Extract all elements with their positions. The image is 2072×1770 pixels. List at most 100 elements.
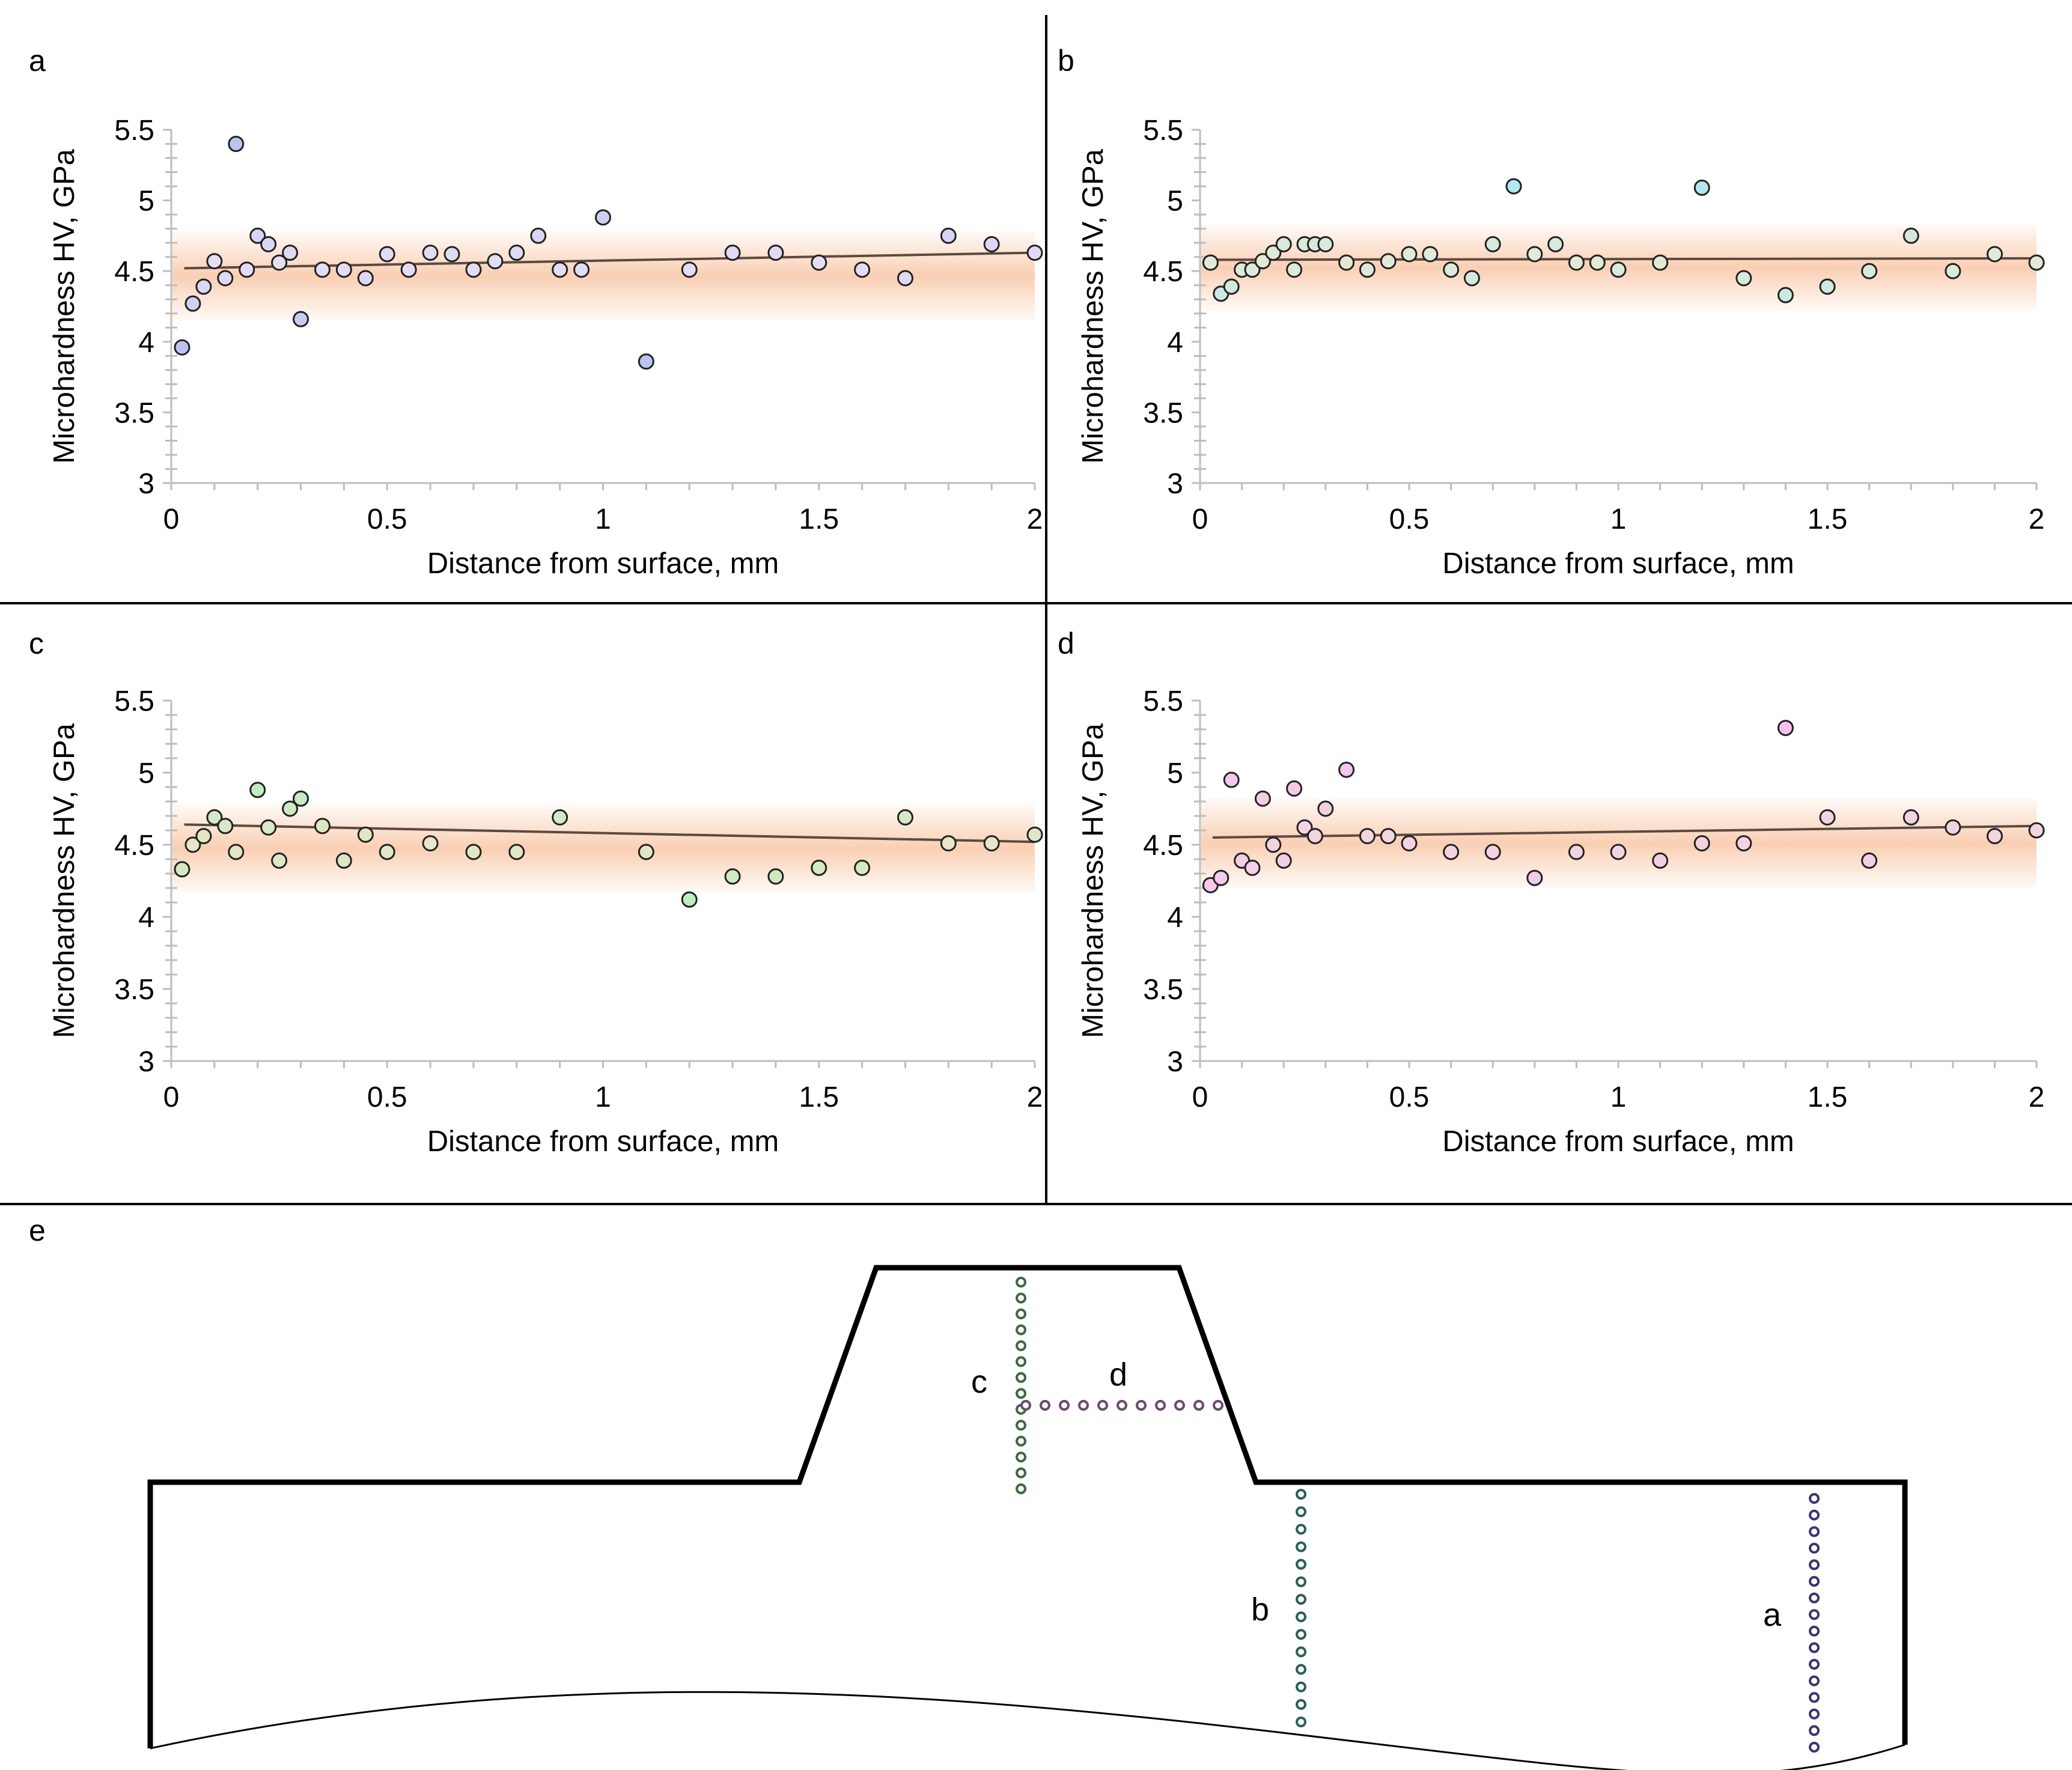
indent-dot	[1193, 1400, 1204, 1411]
data-point	[767, 868, 784, 885]
data-point	[1359, 828, 1376, 845]
data-point	[487, 253, 504, 270]
data-point	[1338, 761, 1355, 778]
indent-dot	[1016, 1372, 1026, 1383]
data-point	[228, 844, 245, 860]
data-point	[854, 859, 871, 876]
indent-dot	[1016, 1340, 1026, 1351]
indent-line-a	[1809, 1493, 1820, 1753]
data-point	[724, 245, 741, 261]
data-point	[379, 246, 395, 263]
data-point	[638, 844, 654, 860]
data-point	[681, 891, 698, 908]
data-point	[379, 844, 395, 860]
y-tick-label: 3	[1167, 1046, 1183, 1078]
indent-dot	[1296, 1646, 1306, 1658]
indent-dot	[1809, 1542, 1820, 1554]
x-tick-label: 1	[595, 503, 611, 535]
data-point	[1610, 844, 1627, 860]
x-tick-label: 1	[1610, 503, 1627, 535]
x-tick-label: 2	[1027, 1081, 1043, 1113]
data-point	[1296, 819, 1313, 836]
data-point	[1526, 869, 1543, 886]
data-point	[573, 261, 590, 278]
indent-dot	[1296, 1699, 1306, 1710]
data-point	[940, 227, 957, 244]
indent-dot	[1296, 1576, 1306, 1587]
x-tick-label: 0	[163, 1081, 180, 1113]
indent-label-c: c	[971, 1364, 987, 1400]
data-point	[1861, 852, 1878, 869]
x-tick-label: 0.5	[1389, 503, 1430, 535]
data-point	[1338, 254, 1355, 271]
x-tick-label: 0.5	[1389, 1081, 1430, 1113]
indent-dot	[1809, 1742, 1820, 1753]
x-tick-label: 2	[2029, 503, 2045, 535]
chart-panel-d: 3 3.5 4 4.5 5 5.5 0 0.5 1 1.5 2 Distance from surfa…	[1077, 686, 2045, 1158]
indent-dot	[1809, 1659, 1820, 1670]
data-point	[811, 254, 827, 271]
data-point	[293, 311, 309, 327]
data-point	[1275, 236, 1292, 253]
indent-dot	[1296, 1664, 1306, 1675]
data-point	[293, 790, 309, 807]
x-tick-label: 0	[1192, 503, 1208, 535]
y-tick-label: 3	[138, 1046, 154, 1078]
data-point	[1610, 261, 1627, 278]
y-tick-label: 3	[138, 468, 154, 500]
y-tick-label: 4	[138, 902, 154, 934]
x-tick-label: 0.5	[367, 503, 407, 535]
y-tick-label: 5	[138, 758, 154, 789]
data-point	[1244, 859, 1261, 876]
y-tick-label: 4.5	[114, 256, 154, 288]
specimen-outline	[147, 1265, 1908, 1748]
data-point	[1652, 852, 1669, 869]
indent-dot	[1016, 1388, 1026, 1399]
data-point	[1861, 263, 1878, 279]
y-tick-label: 5	[1167, 758, 1183, 789]
data-point	[1547, 236, 1564, 253]
indent-label-d: d	[1109, 1357, 1127, 1393]
data-point	[1568, 844, 1585, 860]
data-point	[1317, 236, 1334, 253]
y-tick-label: 5.5	[114, 115, 154, 147]
x-tick-label: 0	[1192, 1081, 1208, 1113]
indent-dot	[1059, 1400, 1070, 1411]
data-point	[1254, 790, 1271, 807]
indent-dot	[1296, 1611, 1306, 1623]
data-point	[465, 844, 482, 860]
indent-label-b: b	[1251, 1592, 1269, 1628]
indent-dot	[1016, 1308, 1026, 1319]
data-point	[1443, 844, 1460, 860]
data-point	[1401, 246, 1418, 263]
confidence-band	[172, 804, 1035, 893]
y-tick-label: 4.5	[1143, 256, 1183, 288]
indent-dot	[1296, 1559, 1306, 1570]
indent-dot	[1078, 1400, 1089, 1411]
data-point	[260, 819, 277, 836]
data-point	[1819, 278, 1836, 295]
indent-dot	[1016, 1467, 1026, 1479]
data-point	[1401, 835, 1418, 852]
indent-dot	[1020, 1400, 1031, 1411]
indent-dot	[1016, 1356, 1026, 1367]
data-point	[983, 236, 1000, 253]
indent-dot	[1809, 1493, 1820, 1504]
data-point	[1026, 826, 1043, 843]
indent-dot	[1296, 1524, 1306, 1535]
data-point	[530, 227, 547, 244]
data-point	[1652, 254, 1669, 271]
data-point	[249, 227, 266, 244]
data-point	[1317, 800, 1334, 817]
indent-dot	[1809, 1642, 1820, 1653]
indent-dot	[1809, 1526, 1820, 1537]
trend-line	[1212, 824, 2037, 839]
data-point	[2028, 822, 2045, 839]
indent-dot	[1016, 1483, 1026, 1494]
data-point	[195, 278, 212, 295]
data-point	[2028, 254, 2045, 271]
data-point	[335, 852, 352, 869]
data-point	[1380, 253, 1397, 270]
x-tick-label: 1.5	[1808, 503, 1848, 535]
indent-dot	[1016, 1292, 1026, 1304]
